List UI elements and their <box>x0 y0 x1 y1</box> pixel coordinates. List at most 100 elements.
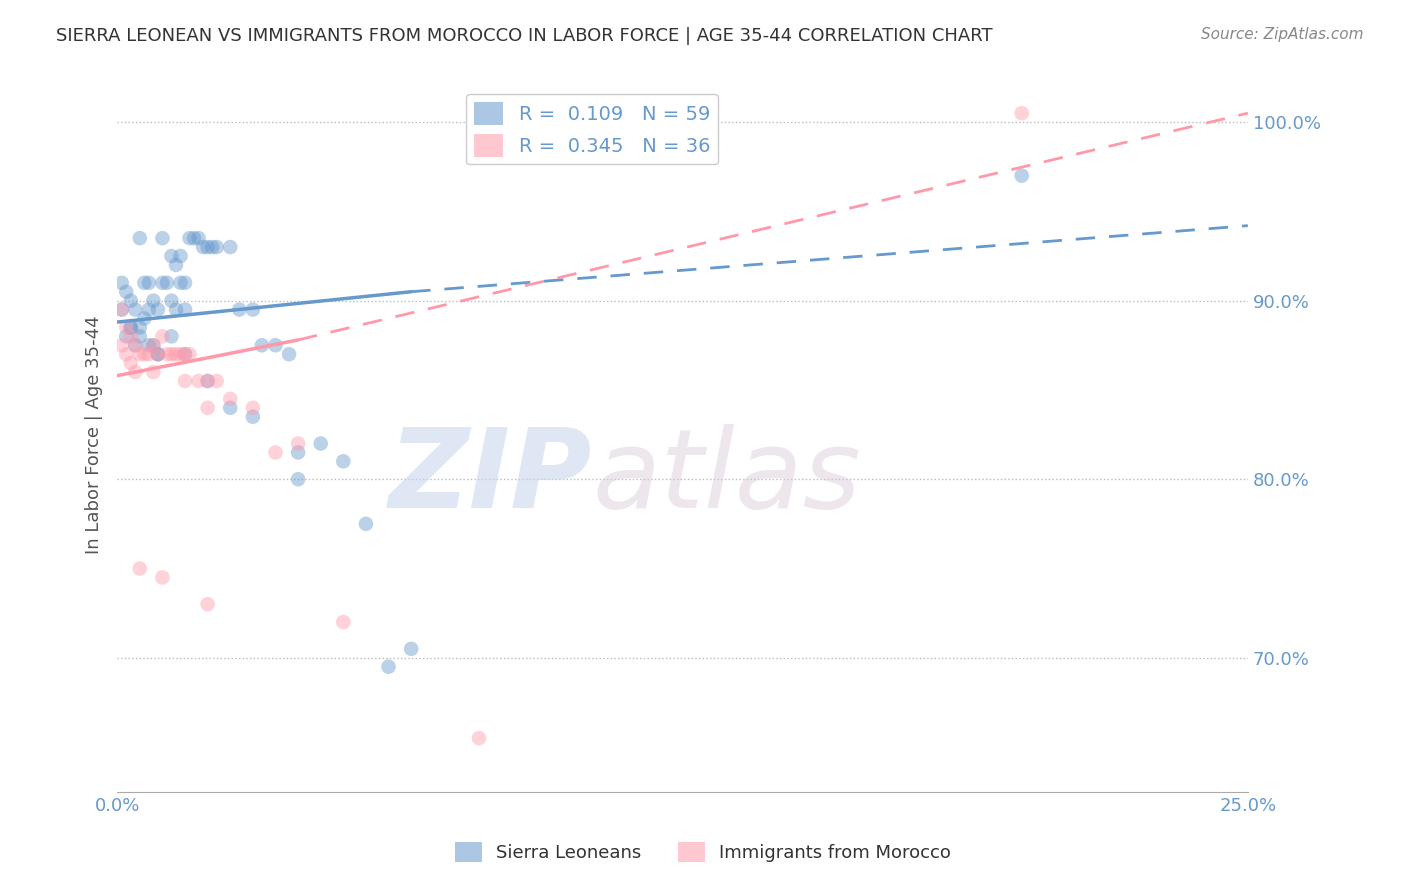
Point <box>128 561 150 575</box>
Point <box>120 320 142 334</box>
Point <box>115 285 138 299</box>
Point <box>332 615 354 629</box>
Point <box>138 347 160 361</box>
Point <box>165 258 187 272</box>
Point <box>187 231 209 245</box>
Point <box>120 329 142 343</box>
Point <box>111 302 134 317</box>
Point <box>142 338 165 352</box>
Point <box>197 597 219 611</box>
Point <box>124 365 146 379</box>
Point <box>287 445 309 459</box>
Point <box>205 240 228 254</box>
Point <box>115 347 138 361</box>
Point <box>179 347 201 361</box>
Point <box>250 338 273 352</box>
Point <box>120 293 142 308</box>
Point <box>219 392 242 406</box>
Point <box>134 347 156 361</box>
Point <box>174 347 197 361</box>
Point <box>264 445 287 459</box>
Point <box>205 374 228 388</box>
Point <box>120 356 142 370</box>
Point <box>165 302 187 317</box>
Point <box>160 329 183 343</box>
Point <box>138 276 160 290</box>
Point <box>152 231 174 245</box>
Point <box>111 276 134 290</box>
Point <box>179 231 201 245</box>
Point <box>160 293 183 308</box>
Point <box>138 302 160 317</box>
Point <box>174 347 197 361</box>
Point <box>134 311 156 326</box>
Point <box>169 249 191 263</box>
Point <box>152 570 174 584</box>
Point <box>309 436 332 450</box>
Point <box>278 347 301 361</box>
Point <box>142 338 165 352</box>
Point <box>128 347 150 361</box>
Point <box>468 731 491 745</box>
Point <box>242 409 264 424</box>
Point <box>111 338 134 352</box>
Text: Source: ZipAtlas.com: Source: ZipAtlas.com <box>1201 27 1364 42</box>
Point <box>124 338 146 352</box>
Point <box>174 374 197 388</box>
Point <box>152 329 174 343</box>
Point <box>169 276 191 290</box>
Point <box>242 401 264 415</box>
Point <box>183 231 205 245</box>
Point <box>399 641 422 656</box>
Point <box>142 293 165 308</box>
Text: SIERRA LEONEAN VS IMMIGRANTS FROM MOROCCO IN LABOR FORCE | AGE 35-44 CORRELATION: SIERRA LEONEAN VS IMMIGRANTS FROM MOROCC… <box>56 27 993 45</box>
Point <box>187 374 209 388</box>
Point <box>197 374 219 388</box>
Text: atlas: atlas <box>592 424 860 531</box>
Point <box>197 240 219 254</box>
Point <box>1011 106 1033 120</box>
Point <box>142 365 165 379</box>
Point <box>287 436 309 450</box>
Legend: R =  0.109   N = 59, R =  0.345   N = 36: R = 0.109 N = 59, R = 0.345 N = 36 <box>467 95 718 164</box>
Point <box>197 374 219 388</box>
Point <box>146 302 169 317</box>
Point <box>197 401 219 415</box>
Point <box>1011 169 1033 183</box>
Point <box>128 320 150 334</box>
Point <box>124 302 146 317</box>
Point <box>115 320 138 334</box>
Point <box>174 302 197 317</box>
Point <box>146 347 169 361</box>
Point <box>156 276 179 290</box>
Point <box>160 249 183 263</box>
Point <box>160 347 183 361</box>
Point <box>264 338 287 352</box>
Point <box>128 231 150 245</box>
Point <box>191 240 214 254</box>
Point <box>377 659 399 673</box>
Point <box>174 276 197 290</box>
Legend: Sierra Leoneans, Immigrants from Morocco: Sierra Leoneans, Immigrants from Morocco <box>447 834 959 870</box>
Point <box>146 347 169 361</box>
Point <box>165 347 187 361</box>
Point <box>201 240 224 254</box>
Point <box>152 276 174 290</box>
Point <box>287 472 309 486</box>
Point <box>111 302 134 317</box>
Point <box>219 401 242 415</box>
Point <box>120 320 142 334</box>
Point <box>138 338 160 352</box>
Point <box>134 276 156 290</box>
Point <box>146 347 169 361</box>
Point <box>128 329 150 343</box>
Point <box>169 347 191 361</box>
Y-axis label: In Labor Force | Age 35-44: In Labor Force | Age 35-44 <box>86 315 103 554</box>
Point <box>354 516 377 531</box>
Point <box>332 454 354 468</box>
Point <box>228 302 250 317</box>
Point <box>156 347 179 361</box>
Point <box>242 302 264 317</box>
Point <box>219 240 242 254</box>
Text: ZIP: ZIP <box>388 424 592 531</box>
